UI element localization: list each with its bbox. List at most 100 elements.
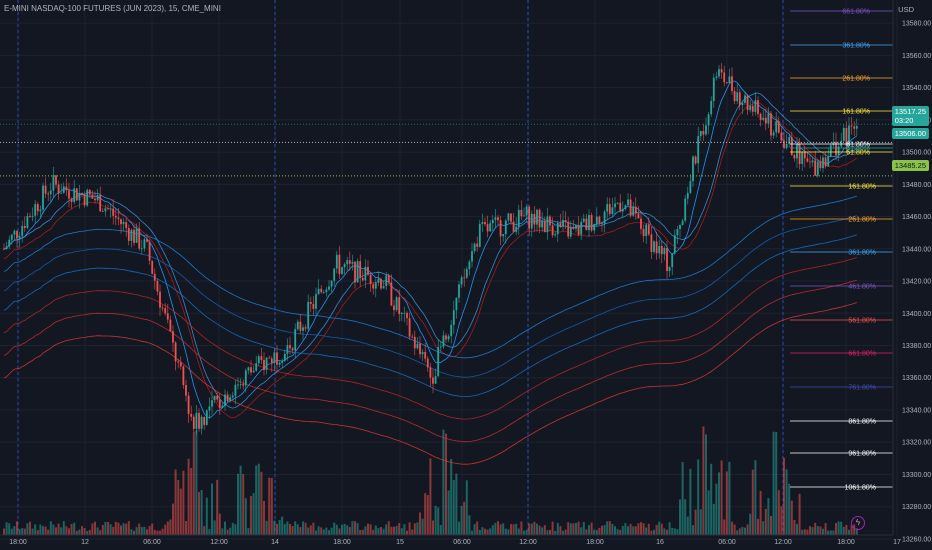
fib-level-label: 461.80%	[848, 284, 876, 291]
horizontal-levels	[0, 123, 893, 177]
volume-bar	[658, 521, 661, 535]
trailing-stop-line	[3, 102, 858, 419]
volume-bar	[218, 513, 221, 535]
volume-bar	[419, 512, 421, 535]
candle-body	[281, 360, 284, 363]
lightning-icon[interactable]: ϟ	[851, 516, 865, 530]
candle-body	[400, 312, 403, 314]
candle-body	[837, 146, 840, 156]
candle-body	[172, 331, 174, 343]
volume-bar	[283, 523, 286, 535]
candle-body	[705, 125, 707, 135]
candle-body	[439, 346, 442, 348]
candle-body	[796, 143, 798, 159]
volume-bar	[312, 522, 315, 535]
volume-bar	[377, 528, 380, 535]
volume-bar	[798, 493, 801, 535]
candle-body	[255, 363, 258, 371]
volume-bar	[640, 522, 642, 535]
slow-ma-line	[3, 92, 858, 409]
candle-body	[125, 222, 128, 229]
volume-bar	[595, 529, 598, 535]
candle-body	[835, 141, 837, 156]
volume-bar	[387, 521, 390, 535]
volume-bar	[837, 521, 840, 535]
volume-bar	[315, 530, 317, 535]
volume-bar	[390, 526, 393, 535]
candle-body	[445, 335, 447, 340]
volume-bar	[432, 520, 434, 535]
candle-body	[382, 286, 385, 289]
volume-bar	[177, 480, 180, 535]
volume-bar	[3, 528, 5, 535]
candle-body	[471, 251, 473, 262]
candle-body	[29, 215, 31, 217]
candle-body	[426, 358, 429, 368]
candle-body	[460, 277, 463, 285]
candle-body	[577, 225, 580, 235]
candle-body	[153, 273, 156, 281]
volume-bar	[200, 489, 203, 535]
candle-body	[562, 220, 564, 227]
volume-bar	[143, 526, 146, 535]
volume-bar	[47, 529, 50, 535]
volume-bar	[699, 509, 702, 535]
volume-bar	[421, 518, 424, 535]
volume-bar	[250, 495, 252, 535]
candle-body	[411, 336, 414, 338]
volume-bar	[853, 524, 856, 535]
volume-bar	[13, 526, 16, 535]
candle-body	[822, 157, 824, 169]
candle-body	[395, 297, 398, 311]
candle-body	[385, 275, 388, 287]
candle-body	[49, 190, 52, 195]
price-tick-label: 13440.00	[902, 246, 931, 253]
price-tick-label: 13400.00	[902, 311, 931, 318]
price-axis[interactable]: 13580.0013560.0013540.0013520.0013500.00…	[892, 0, 931, 543]
volume-bar	[832, 530, 835, 535]
volume-bar	[70, 524, 73, 535]
volume-bar	[21, 528, 24, 535]
candle-body	[309, 301, 312, 304]
time-axis[interactable]: 18:00 12 06:00 12:00 14 18:00 15 06:00 12:00 18:0…	[0, 534, 901, 546]
volume-bar	[442, 429, 445, 535]
volume-bar	[408, 522, 411, 535]
candle-body	[759, 113, 762, 120]
volume-bar	[676, 529, 679, 535]
volume-bar	[809, 526, 811, 535]
candle-body	[473, 243, 476, 252]
candle-body	[663, 247, 666, 255]
volume-bar	[127, 521, 130, 535]
volume-bar	[268, 477, 271, 535]
candle-body	[268, 357, 271, 359]
candle-body	[616, 202, 619, 204]
candle-body	[273, 352, 276, 363]
volume-bar	[572, 523, 575, 535]
candle-body	[26, 215, 29, 228]
candle-body	[499, 220, 502, 237]
candle-body	[65, 186, 68, 191]
volume-bar	[289, 523, 291, 535]
candle-body	[322, 292, 325, 293]
candle-body	[827, 156, 830, 167]
time-tick-label: 06:00	[143, 539, 161, 546]
candle-body	[73, 188, 76, 202]
volume-bar	[161, 528, 164, 535]
candle-body	[263, 359, 265, 370]
candle-body	[754, 100, 757, 112]
volume-bar	[468, 515, 471, 535]
volume-bar	[252, 493, 255, 535]
candle-body	[816, 161, 819, 176]
volume-bar	[783, 457, 785, 535]
candle-body	[109, 208, 112, 210]
volume-bar	[83, 528, 86, 535]
volume-bar	[239, 465, 242, 535]
volume-bar	[541, 527, 544, 535]
candle-body	[169, 319, 172, 332]
volume-bar	[603, 525, 606, 535]
candle-body	[686, 192, 689, 199]
candle-body	[291, 348, 294, 351]
price-tick-label: 13480.00	[902, 182, 931, 189]
volume-bar	[723, 519, 726, 535]
